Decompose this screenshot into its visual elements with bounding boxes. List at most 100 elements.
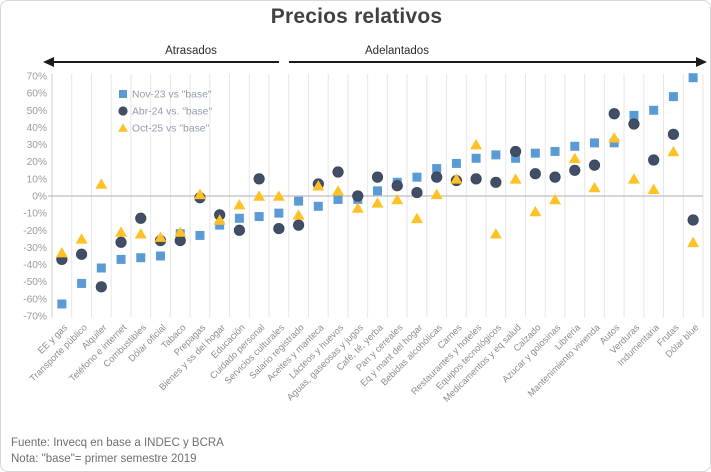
- marker-triangle: [174, 226, 187, 237]
- y-tick-label: 50%: [27, 106, 47, 117]
- marker-circle: [411, 186, 423, 199]
- y-tick-label: -10%: [23, 209, 47, 220]
- marker-triangle: [410, 212, 423, 224]
- marker-square: [530, 148, 540, 158]
- marker-circle: [667, 128, 680, 140]
- footer-source-line: Fuente: Invecq en base a INDEC y BCRA: [11, 437, 224, 449]
- marker-triangle: [312, 180, 325, 191]
- marker-triangle: [627, 173, 640, 184]
- marker-triangle: [470, 138, 483, 150]
- chart-title: Precios relativos: [270, 5, 443, 28]
- marker-circle: [608, 108, 620, 120]
- marker-triangle: [351, 202, 364, 213]
- marker-circle: [332, 166, 344, 178]
- marker-square: [412, 172, 422, 182]
- marker-circle: [75, 248, 88, 260]
- marker-square: [550, 146, 560, 156]
- marker-square: [313, 201, 323, 211]
- marker-triangle: [75, 233, 88, 244]
- marker-triangle: [529, 205, 542, 217]
- marker-triangle: [450, 173, 463, 184]
- chart-canvas: 70% 60% 50% 40% 30% 20% 10% 0% -10% -20% -30% -40% -…: [23, 72, 704, 404]
- marker-triangle: [667, 145, 680, 157]
- marker-triangle: [647, 183, 660, 194]
- marker-triangle: [233, 198, 246, 210]
- marker-circle: [115, 236, 127, 248]
- marker-square: [471, 153, 481, 163]
- y-tick-label: -60%: [23, 294, 47, 305]
- marker-circle: [470, 173, 482, 185]
- marker-triangle: [55, 246, 68, 258]
- adelantados-arrow-line: [289, 61, 696, 63]
- footer-note-line: Nota: "base"= primer semestre 2019: [11, 452, 197, 465]
- footer: Fuente: Invecq en base a INDEC y BCRA No…: [11, 436, 224, 467]
- marker-square: [136, 253, 146, 263]
- marker-square: [333, 194, 343, 204]
- marker-square: [57, 299, 67, 309]
- y-tick-label: 40%: [27, 123, 47, 134]
- marker-triangle: [213, 214, 226, 225]
- marker-circle: [391, 180, 403, 192]
- legend-label: Nov-23 vs "base": [132, 90, 212, 101]
- marker-circle: [588, 159, 601, 171]
- marker-circle: [490, 176, 502, 188]
- marker-triangle: [608, 132, 621, 143]
- marker-circle: [292, 219, 305, 231]
- marker-square: [609, 138, 619, 148]
- marker-triangle: [430, 188, 443, 200]
- marker-circle: [569, 164, 581, 176]
- marker-square: [649, 105, 659, 115]
- marker-circle: [253, 173, 265, 185]
- left-arrowhead-icon: [43, 57, 54, 67]
- marker-triangle: [272, 190, 285, 201]
- adelantados-label: Adelantados: [365, 45, 429, 57]
- marker-triangle: [134, 228, 147, 239]
- marker-circle: [95, 281, 107, 293]
- y-tick-label: -30%: [23, 243, 47, 254]
- marker-circle: [233, 224, 246, 236]
- legend-label: Abr-24 vs. "base": [132, 107, 212, 118]
- marker-square: [274, 208, 284, 218]
- marker-triangle: [568, 152, 581, 164]
- marker-square: [195, 230, 205, 240]
- marker-triangle: [115, 226, 128, 237]
- axis-annotation-band: Atrasados Adelantados: [1, 1, 710, 71]
- marker-circle: [529, 168, 541, 180]
- marker-square: [77, 278, 87, 288]
- marker-square: [234, 213, 244, 223]
- marker-circle: [687, 214, 699, 226]
- marker-square: [668, 92, 678, 102]
- marker-circle: [352, 190, 364, 202]
- marker-triangle: [588, 181, 601, 193]
- y-tick-label: 60%: [27, 89, 47, 100]
- marker-square: [629, 110, 639, 120]
- marker-square: [570, 141, 580, 151]
- marker-triangle: [95, 178, 108, 189]
- marker-square: [451, 158, 461, 168]
- marker-square: [96, 263, 106, 273]
- marker-triangle: [332, 185, 345, 196]
- marker-square: [156, 251, 165, 261]
- marker-circle: [273, 222, 285, 235]
- marker-square: [432, 164, 442, 174]
- y-tick-label: 0%: [32, 192, 47, 203]
- y-tick-label: -70%: [23, 311, 47, 322]
- y-tick-label: 10%: [27, 174, 47, 185]
- marker-square: [116, 254, 126, 264]
- marker-triangle: [292, 209, 305, 220]
- y-tick-label: -40%: [23, 260, 47, 271]
- marker-circle: [648, 154, 660, 166]
- marker-square: [294, 196, 304, 206]
- marker-square: [215, 220, 225, 230]
- marker-square: [373, 186, 382, 196]
- marker-triangle: [687, 236, 700, 248]
- atrasados-label: Atrasados: [165, 45, 217, 57]
- marker-circle: [371, 171, 384, 183]
- legend-label: Oct-25 vs "base": [132, 124, 210, 135]
- marker-circle: [549, 171, 561, 183]
- marker-triangle: [549, 193, 562, 205]
- marker-circle: [174, 234, 186, 247]
- marker-triangle: [509, 173, 522, 184]
- marker-circle: [431, 171, 443, 183]
